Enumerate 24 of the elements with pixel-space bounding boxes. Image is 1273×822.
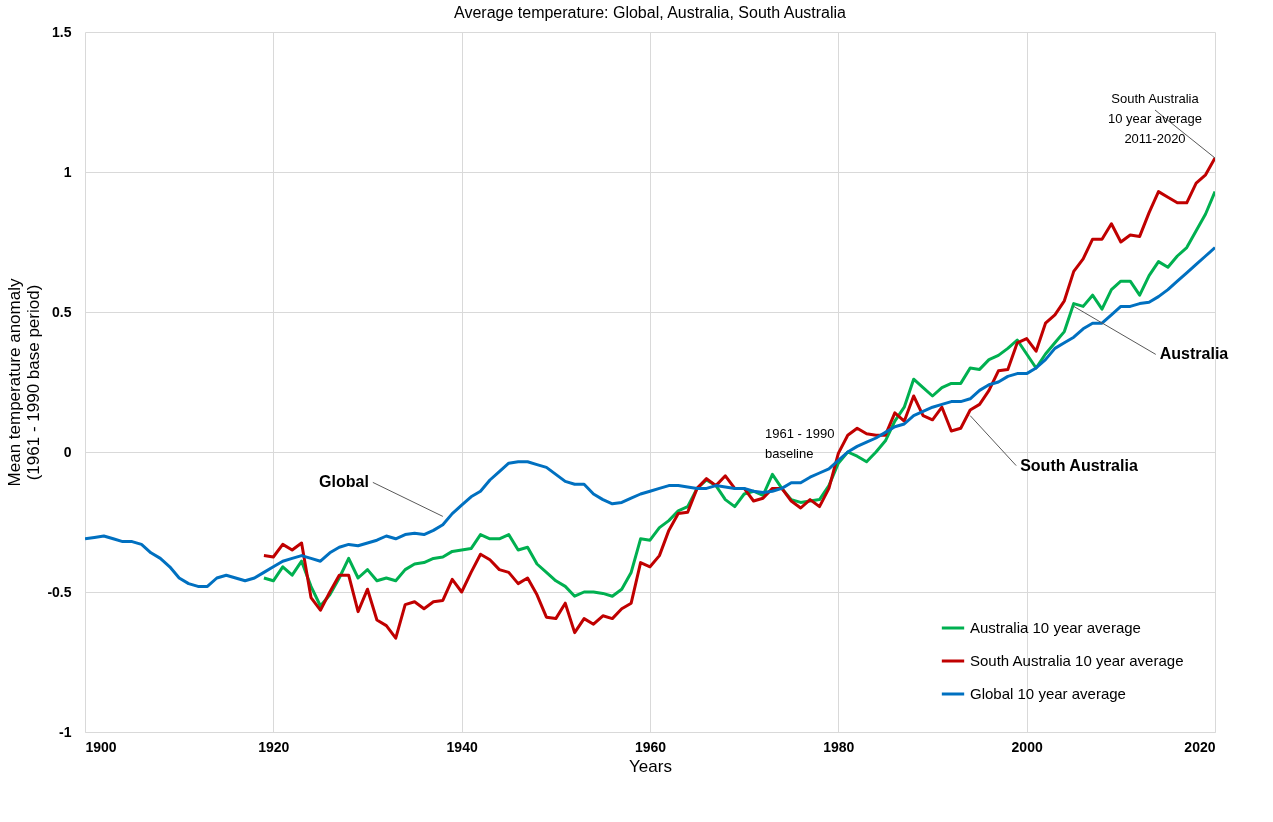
y-tick-label: -1 [59,723,72,740]
x-tick-label: 1900 [85,738,117,755]
annotation: Australia [1159,345,1229,363]
x-tick-label: 2020 [1184,738,1216,755]
legend-label: Australia 10 year average [970,619,1141,636]
annotation: South Australia [1020,456,1138,474]
annotation: South Australia 10 year average 2011-2020 [1108,91,1202,146]
y-tick-label: 1.5 [52,23,72,40]
annotation: Global [319,473,369,491]
y-tick-label: 0.5 [52,303,72,320]
legend-label: South Australia 10 year average [970,652,1184,669]
x-tick-label: 2000 [1011,738,1043,755]
chart-title: Average temperature: Global, Australia, South Australia [454,4,847,21]
y-axis-title: Mean temperature anomaly (1961 - 1990 base period) [5,278,44,487]
x-tick-label: 1920 [258,738,290,755]
x-tick-label: 1940 [446,738,478,755]
x-tick-label: 1960 [634,738,667,755]
y-tick-label: 1 [63,163,72,180]
x-tick-label: 1980 [823,738,855,755]
x-axis-title: Years [629,756,672,776]
y-tick-label: -0.5 [47,583,72,600]
annotation: 1961 - 1990 baseline [765,426,835,461]
legend-label: Global 10 year average [970,685,1126,702]
y-tick-label: 0 [63,443,72,460]
